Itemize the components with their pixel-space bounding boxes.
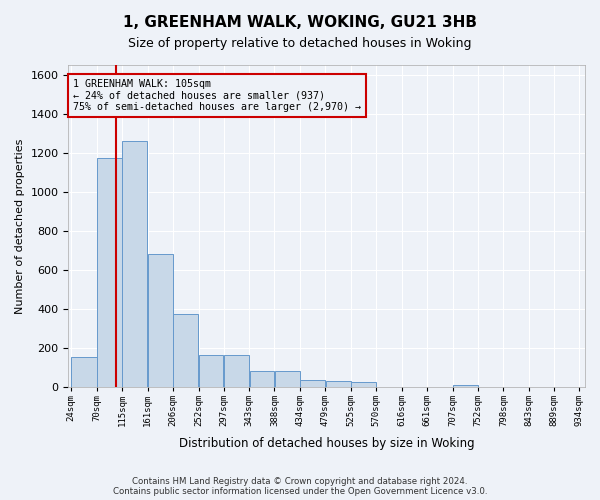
Bar bbox=[148, 254, 173, 386]
Bar bbox=[122, 141, 148, 386]
Bar bbox=[224, 354, 249, 386]
Bar bbox=[326, 381, 351, 386]
Bar bbox=[199, 354, 223, 386]
Bar bbox=[71, 358, 97, 386]
Text: 1, GREENHAM WALK, WOKING, GU21 3HB: 1, GREENHAM WALK, WOKING, GU21 3HB bbox=[123, 15, 477, 30]
Bar bbox=[275, 371, 300, 386]
Y-axis label: Number of detached properties: Number of detached properties bbox=[15, 138, 25, 314]
Bar bbox=[301, 380, 325, 386]
Text: Contains HM Land Registry data © Crown copyright and database right 2024.: Contains HM Land Registry data © Crown c… bbox=[132, 477, 468, 486]
X-axis label: Distribution of detached houses by size in Woking: Distribution of detached houses by size … bbox=[179, 437, 475, 450]
Bar bbox=[250, 371, 274, 386]
Bar bbox=[453, 384, 478, 386]
Bar bbox=[351, 382, 376, 386]
Bar bbox=[173, 314, 198, 386]
Text: Contains public sector information licensed under the Open Government Licence v3: Contains public sector information licen… bbox=[113, 487, 487, 496]
Text: Size of property relative to detached houses in Woking: Size of property relative to detached ho… bbox=[128, 38, 472, 51]
Text: 1 GREENHAM WALK: 105sqm
← 24% of detached houses are smaller (937)
75% of semi-d: 1 GREENHAM WALK: 105sqm ← 24% of detache… bbox=[73, 78, 361, 112]
Bar bbox=[97, 158, 122, 386]
